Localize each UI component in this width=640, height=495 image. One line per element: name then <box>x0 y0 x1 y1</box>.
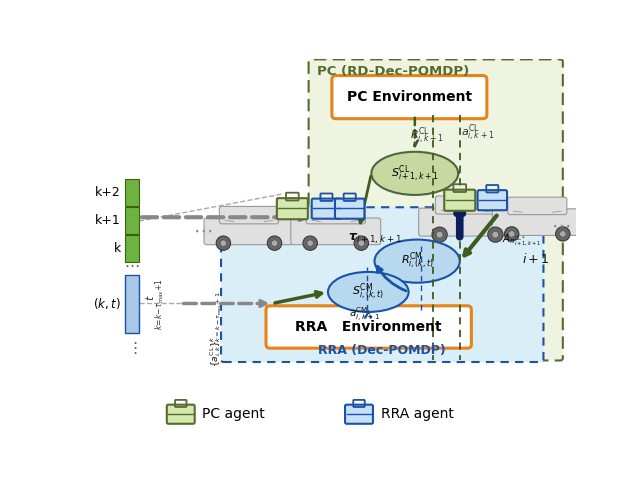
Text: $t$: $t$ <box>143 295 156 301</box>
Ellipse shape <box>371 152 458 195</box>
FancyBboxPatch shape <box>508 197 567 215</box>
Text: $\{a^{\mathregular{CL}}_{i,k}\}^k_{k=k-\tau_{\max}+1}$: $\{a^{\mathregular{CL}}_{i,k}\}^k_{k=k-\… <box>207 291 223 367</box>
Text: $R^{\mathregular{CM}}_{i,(k,t)}$: $R^{\mathregular{CM}}_{i,(k,t)}$ <box>401 251 433 271</box>
Text: $(k,t)$: $(k,t)$ <box>93 297 121 311</box>
Text: PC agent: PC agent <box>202 406 265 421</box>
FancyBboxPatch shape <box>477 190 507 210</box>
Text: $\cdots$: $\cdots$ <box>193 221 212 240</box>
Text: $a^{\mathregular{CM}}_{i,k+1}$: $a^{\mathregular{CM}}_{i,k+1}$ <box>349 306 380 324</box>
FancyBboxPatch shape <box>335 198 364 219</box>
Text: $S^{\mathregular{CL}}_{i+1,k+1}$: $S^{\mathregular{CL}}_{i+1,k+1}$ <box>391 163 439 184</box>
FancyBboxPatch shape <box>312 198 341 219</box>
Circle shape <box>354 236 369 250</box>
FancyBboxPatch shape <box>266 306 472 348</box>
Circle shape <box>307 240 314 247</box>
Text: RRA agent: RRA agent <box>381 406 454 421</box>
Circle shape <box>220 240 227 247</box>
FancyBboxPatch shape <box>419 208 516 236</box>
Text: PC Environment: PC Environment <box>347 90 472 104</box>
Text: $a^{\mathregular{CL}}_{i,k+1}$: $a^{\mathregular{CL}}_{i,k+1}$ <box>461 122 495 143</box>
FancyBboxPatch shape <box>444 190 476 211</box>
Circle shape <box>271 240 278 247</box>
FancyBboxPatch shape <box>221 207 543 362</box>
FancyBboxPatch shape <box>167 405 195 424</box>
FancyBboxPatch shape <box>345 405 373 424</box>
Circle shape <box>216 236 230 250</box>
Bar <box>125 179 139 206</box>
Circle shape <box>559 231 566 237</box>
Text: k+1: k+1 <box>95 214 121 227</box>
Circle shape <box>432 227 447 242</box>
Bar <box>125 275 139 333</box>
Circle shape <box>492 231 499 238</box>
Circle shape <box>268 236 282 250</box>
Text: $k\!=\!k\!-\!\tau_{\max}\!+\!1$: $k\!=\!k\!-\!\tau_{\max}\!+\!1$ <box>154 278 166 330</box>
Text: RRA (Dec-POMDP): RRA (Dec-POMDP) <box>318 345 446 357</box>
Bar <box>125 207 139 234</box>
Text: $A_{\pi^{\mathregular{CL}*}_{i+1,k+1}}$: $A_{\pi^{\mathregular{CL}*}_{i+1,k+1}}$ <box>502 233 542 248</box>
Circle shape <box>508 231 515 237</box>
FancyBboxPatch shape <box>204 218 294 245</box>
Circle shape <box>488 227 503 242</box>
Text: $\vdots$: $\vdots$ <box>127 340 137 356</box>
Ellipse shape <box>328 272 408 312</box>
Ellipse shape <box>374 240 460 283</box>
Circle shape <box>504 227 519 241</box>
FancyBboxPatch shape <box>277 198 308 219</box>
Circle shape <box>436 231 443 238</box>
Circle shape <box>556 227 570 241</box>
Circle shape <box>358 240 365 247</box>
FancyBboxPatch shape <box>291 218 381 245</box>
FancyBboxPatch shape <box>308 59 563 360</box>
Text: PC (RD-Dec-POMDP): PC (RD-Dec-POMDP) <box>317 65 469 78</box>
FancyBboxPatch shape <box>492 209 582 236</box>
Text: RRA   Environment: RRA Environment <box>296 320 442 334</box>
Circle shape <box>303 236 317 250</box>
Text: $\cdots$: $\cdots$ <box>551 215 570 235</box>
FancyBboxPatch shape <box>220 206 278 224</box>
Text: $\boldsymbol{\tau}_{i+1,k+1}$: $\boldsymbol{\tau}_{i+1,k+1}$ <box>348 232 401 246</box>
Text: $R^{\mathregular{CL}}_{i,k+1}$: $R^{\mathregular{CL}}_{i,k+1}$ <box>410 125 444 146</box>
FancyBboxPatch shape <box>332 76 487 119</box>
FancyBboxPatch shape <box>435 196 500 214</box>
Text: $S^{\mathregular{CM}}_{i,(k,t)}$: $S^{\mathregular{CM}}_{i,(k,t)}$ <box>352 282 385 302</box>
Bar <box>125 235 139 262</box>
Text: $i+1$: $i+1$ <box>522 252 550 266</box>
FancyBboxPatch shape <box>306 206 365 224</box>
Text: k+2: k+2 <box>95 186 121 198</box>
Text: $\cdots$: $\cdots$ <box>124 257 140 272</box>
Text: k: k <box>114 242 121 255</box>
